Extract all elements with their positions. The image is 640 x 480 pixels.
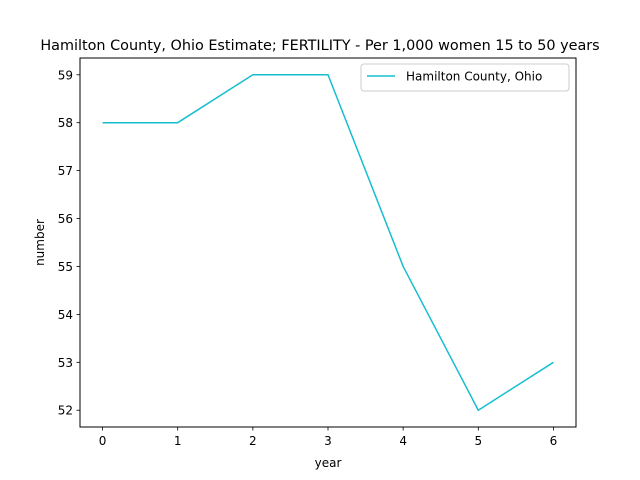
legend-box	[360, 63, 570, 92]
x-tick-label: 5	[474, 434, 482, 448]
y-tick-label: 59	[58, 68, 73, 82]
x-tick-label: 6	[550, 434, 558, 448]
y-tick-label: 54	[58, 308, 73, 322]
y-tick-label: 58	[58, 116, 73, 130]
y-tick-label: 52	[58, 404, 73, 418]
x-tick-label: 4	[399, 434, 407, 448]
y-tick-label: 57	[58, 164, 73, 178]
x-tick-label: 1	[174, 434, 182, 448]
y-tick-label: 53	[58, 356, 73, 370]
x-tick-label: 3	[324, 434, 332, 448]
series-line	[102, 74, 554, 411]
legend: Hamilton County, Ohio	[360, 63, 570, 92]
x-axis-label: year	[315, 456, 342, 470]
plot-area	[102, 74, 554, 411]
plot-frame	[79, 57, 577, 428]
legend-label: Hamilton County, Ohio	[406, 70, 542, 84]
y-tick-label: 56	[58, 212, 73, 226]
x-axis: 0 1 2 3 4 5 6	[99, 427, 558, 448]
y-axis-label: number	[33, 219, 47, 266]
y-tick-label: 55	[58, 260, 73, 274]
chart-title: Hamilton County, Ohio Estimate; FERTILIT…	[40, 38, 599, 54]
y-axis: 52 53 54 55 56 57 58 59	[58, 68, 80, 418]
x-tick-label: 2	[249, 434, 257, 448]
x-tick-label: 0	[99, 434, 107, 448]
